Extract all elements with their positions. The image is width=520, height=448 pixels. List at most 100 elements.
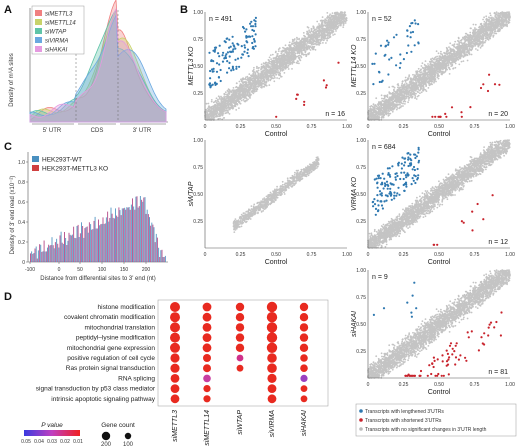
dot-cell bbox=[235, 323, 245, 332]
scatter-xtick: 0.50 bbox=[271, 124, 281, 130]
dot-cell bbox=[266, 301, 278, 313]
histogram-bar bbox=[133, 206, 135, 262]
dot-cell bbox=[299, 313, 309, 322]
scatter-xtick: 1.00 bbox=[505, 252, 515, 258]
scatter-xtick: 0 bbox=[204, 124, 207, 130]
scatter-xlabel: Control bbox=[265, 131, 288, 138]
scatter-ytick: 1.00 bbox=[193, 138, 203, 144]
legend-label-b-3: Transcripts with no significant changes … bbox=[365, 427, 487, 433]
scatter-points-no-change bbox=[232, 156, 320, 234]
panel-c-bars bbox=[30, 196, 166, 262]
histogram-bar bbox=[43, 240, 45, 262]
panel-c-xlabel: Distance from differential sites to 3' e… bbox=[40, 276, 155, 282]
panel-c-xtick: 150 bbox=[120, 267, 129, 273]
term-label-6: positive regulation of cell cycle bbox=[67, 355, 155, 362]
legend-label-b-1: Transcripts with lengthened 3'UTRs bbox=[365, 409, 444, 415]
scatter-xtick: 0.75 bbox=[307, 124, 317, 130]
histogram-bar bbox=[83, 237, 85, 262]
histogram-bar bbox=[47, 247, 48, 262]
scatter-points-lengthened bbox=[208, 16, 257, 89]
count-shortened: n = 12 bbox=[488, 239, 508, 246]
scatter-xtick: 0.75 bbox=[470, 252, 480, 258]
histogram-bar bbox=[119, 210, 121, 262]
scatter-xtick: 0.50 bbox=[434, 124, 444, 130]
histogram-bar bbox=[146, 209, 148, 262]
dot-cell bbox=[170, 302, 180, 312]
dot-cell bbox=[203, 374, 211, 383]
scatter-points-shortened bbox=[404, 311, 503, 377]
term-label-7: Ras protein signal transduction bbox=[66, 365, 156, 372]
histogram-bar bbox=[95, 228, 97, 262]
scatter-points-no-change bbox=[367, 11, 511, 121]
scatter-ytick: 0.75 bbox=[193, 37, 203, 43]
segment-cds: CDS bbox=[91, 128, 104, 134]
scatter-ytick: 0.25 bbox=[193, 91, 203, 97]
dot-cell bbox=[236, 354, 244, 362]
scatter-xlabel: Control bbox=[428, 259, 451, 266]
count-dot-200 bbox=[101, 431, 111, 441]
histogram-bar bbox=[86, 226, 88, 262]
histogram-bar bbox=[99, 225, 101, 262]
scatter-xtick: 0.50 bbox=[271, 252, 281, 258]
term-label-4: peptidyl–lysine modification bbox=[76, 335, 156, 342]
scatter-ytick: 0.50 bbox=[356, 64, 366, 70]
panel-c-xtick: 100 bbox=[98, 267, 107, 273]
dot-cell bbox=[300, 354, 308, 362]
sample-label-3: siWTAP bbox=[237, 410, 244, 435]
histogram-bar bbox=[109, 218, 111, 262]
panel-c-ytick: 0.8 bbox=[18, 180, 25, 186]
panel-a-ylabel: Density of m⁶A sites bbox=[8, 53, 15, 107]
dot-cell bbox=[235, 333, 245, 342]
scatter-plot-2: 0 0.25 0.50 0.75 1.00 0.25 0.50 0.75 1.00 Control… bbox=[351, 10, 515, 138]
panel-c-ytick: 0.6 bbox=[18, 200, 25, 206]
dot-cell bbox=[267, 384, 277, 393]
legend-label-a-5: siHAKAI bbox=[45, 48, 68, 54]
histogram-bar bbox=[66, 245, 68, 262]
p-tick: 0.02 bbox=[60, 439, 70, 445]
histogram-bar bbox=[129, 209, 131, 262]
scatter-xtick: 0.25 bbox=[399, 252, 409, 258]
count-shortened: n = 81 bbox=[488, 369, 508, 376]
term-label-5: mitochondrial gene expression bbox=[67, 345, 156, 352]
legend-swatch-c-1 bbox=[32, 156, 39, 162]
histogram-bar bbox=[73, 226, 75, 262]
histogram-bar bbox=[35, 246, 37, 262]
scatter-xlabel: Control bbox=[428, 389, 451, 396]
histogram-bar bbox=[98, 219, 99, 262]
scatter-ytick: 1.00 bbox=[356, 138, 366, 144]
histogram-bar bbox=[130, 204, 132, 262]
histogram-bar bbox=[155, 233, 157, 262]
histogram-bar bbox=[101, 223, 103, 262]
histogram-bar bbox=[144, 197, 146, 262]
dot-cell bbox=[202, 323, 212, 332]
scatter-ylabel: siWTAP bbox=[188, 181, 195, 206]
term-label-9: signal transduction by p53 class mediato… bbox=[36, 386, 156, 393]
scatter-points-shortened bbox=[431, 73, 501, 118]
histogram-bar bbox=[48, 244, 50, 262]
scatter-points-lengthened bbox=[371, 146, 421, 216]
histogram-bar bbox=[164, 255, 166, 262]
dot-cell bbox=[170, 353, 180, 363]
scatter-ytick: 1.00 bbox=[356, 268, 366, 274]
panel-d-legend: P value 0.05 0.04 0.03 0.02 0.01 Gene count 200… bbox=[21, 422, 135, 448]
histogram-bar bbox=[50, 245, 52, 262]
density-curve-4 bbox=[29, 15, 167, 123]
histogram-bar bbox=[143, 197, 145, 262]
histogram-bar bbox=[163, 257, 165, 262]
scatter-xtick: 0 bbox=[367, 252, 370, 258]
histogram-bar bbox=[147, 214, 149, 262]
dot-cell bbox=[170, 394, 180, 404]
panel-label-b: B bbox=[180, 4, 188, 16]
histogram-bar bbox=[116, 215, 118, 262]
legend-count-title: Gene count bbox=[101, 422, 135, 429]
dot-cell bbox=[299, 323, 309, 332]
dot-cell bbox=[299, 302, 309, 312]
panel-a-legend: siMETTL3 siMETTL14 siWTAP siVIRMA siHAKAI bbox=[31, 5, 85, 55]
dot-cell bbox=[267, 394, 277, 404]
histogram-bar bbox=[56, 238, 58, 262]
count-shortened: n = 16 bbox=[325, 111, 345, 118]
dot-cell bbox=[170, 384, 180, 393]
panel-c-xtick: 200 bbox=[142, 267, 151, 273]
histogram-bar bbox=[138, 206, 140, 262]
